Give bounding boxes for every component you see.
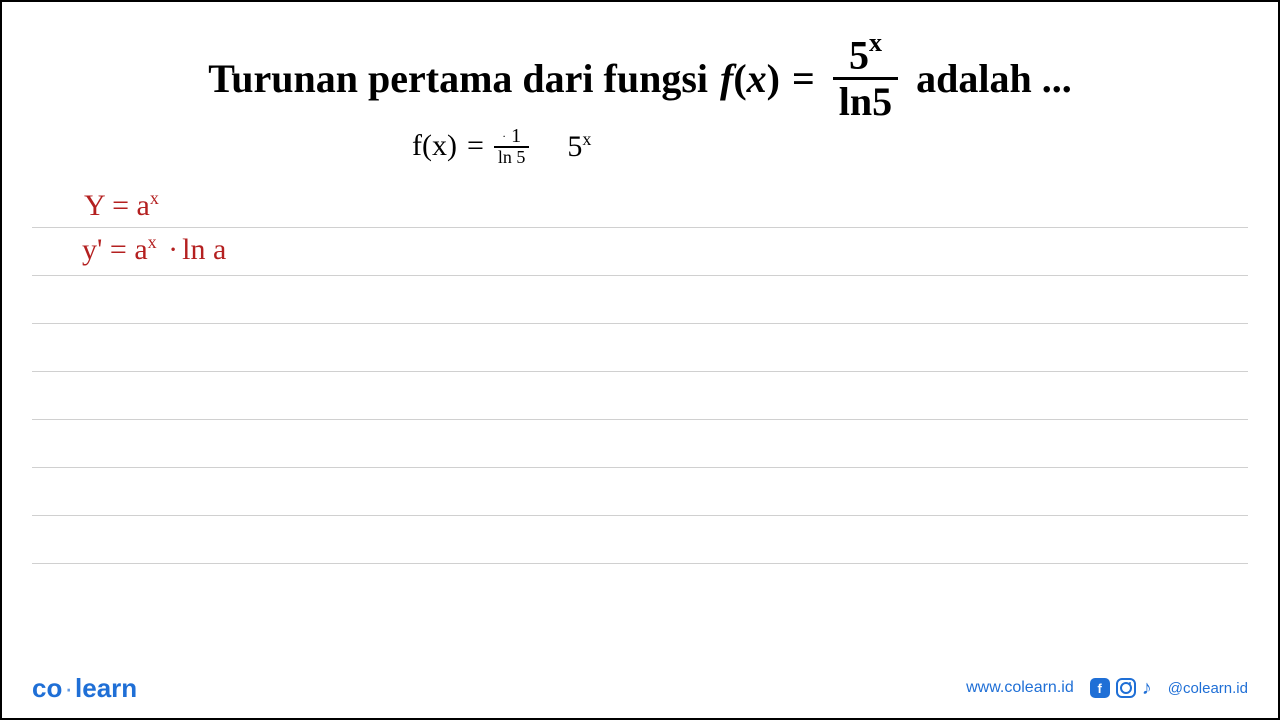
ruled-line xyxy=(32,276,1248,324)
logo-co: co xyxy=(32,673,62,703)
problem-fraction: 5x ln5 xyxy=(833,32,898,124)
num-exp: x xyxy=(869,28,882,57)
red-x1: x xyxy=(150,188,159,208)
hw-base: 5 xyxy=(567,130,582,163)
problem-suffix: adalah ... xyxy=(916,55,1072,102)
footer-handle[interactable]: @colearn.id xyxy=(1168,680,1248,697)
open-paren: ( xyxy=(733,56,746,101)
ruled-paper: Y = ax y' = ax ·ln a xyxy=(32,180,1248,658)
handwriting-black: f(x) = · 1 ln 5 5x xyxy=(152,126,1248,166)
logo-learn: learn xyxy=(75,673,137,703)
footer-right: www.colearn.id f ♪ @colearn.id xyxy=(966,677,1248,700)
facebook-icon[interactable]: f xyxy=(1090,678,1110,698)
red-eq1: = xyxy=(112,189,129,222)
red-annotation-line2: y' = ax ·ln a xyxy=(82,230,226,269)
ruled-line xyxy=(32,180,1248,228)
hw-frac-den: ln 5 xyxy=(494,148,530,166)
red-lna: ln a xyxy=(182,233,226,266)
problem-statement: Turunan pertama dari fungsi f(x) = 5x ln… xyxy=(32,32,1248,124)
red-a2: a xyxy=(134,233,147,266)
num-base: 5 xyxy=(849,32,869,77)
red-y: Y xyxy=(84,189,105,222)
red-x2: x xyxy=(148,232,157,252)
hw-exp: x xyxy=(582,129,591,149)
fraction-numerator: 5x xyxy=(843,32,888,77)
logo-dot: · xyxy=(64,673,73,703)
content-area: Turunan pertama dari fungsi f(x) = 5x ln… xyxy=(2,2,1278,658)
close-paren: ) xyxy=(767,56,780,101)
social-icons: f ♪ xyxy=(1090,677,1152,700)
red-eq2: = xyxy=(110,233,127,266)
func-x: x xyxy=(747,56,767,101)
fraction-denominator: ln5 xyxy=(833,80,898,124)
hw-frac-num: · 1 xyxy=(498,126,525,146)
problem-function: f(x) xyxy=(720,55,780,102)
problem-prefix: Turunan pertama dari fungsi xyxy=(208,55,708,102)
ruled-line xyxy=(32,468,1248,516)
footer-url[interactable]: www.colearn.id xyxy=(966,679,1074,697)
hw-power: 5x xyxy=(567,129,591,164)
tiktok-icon[interactable]: ♪ xyxy=(1142,677,1152,700)
brand-logo: co·learn xyxy=(32,673,137,704)
red-a1: a xyxy=(136,189,149,222)
equals-sign: = xyxy=(792,55,815,102)
ruled-line xyxy=(32,324,1248,372)
func-f: f xyxy=(720,56,733,101)
red-yprime: y' xyxy=(82,233,102,266)
hw-eq: = xyxy=(467,129,484,163)
ruled-line xyxy=(32,516,1248,564)
red-dot: · xyxy=(168,233,178,266)
instagram-icon[interactable] xyxy=(1116,678,1136,698)
hw-fraction: · 1 ln 5 xyxy=(494,126,530,166)
hw-lhs: f(x) xyxy=(412,129,457,163)
footer: co·learn www.colearn.id f ♪ @colearn.id xyxy=(2,658,1278,718)
ruled-line xyxy=(32,420,1248,468)
ruled-line xyxy=(32,372,1248,420)
red-annotation-line1: Y = ax xyxy=(84,186,159,225)
